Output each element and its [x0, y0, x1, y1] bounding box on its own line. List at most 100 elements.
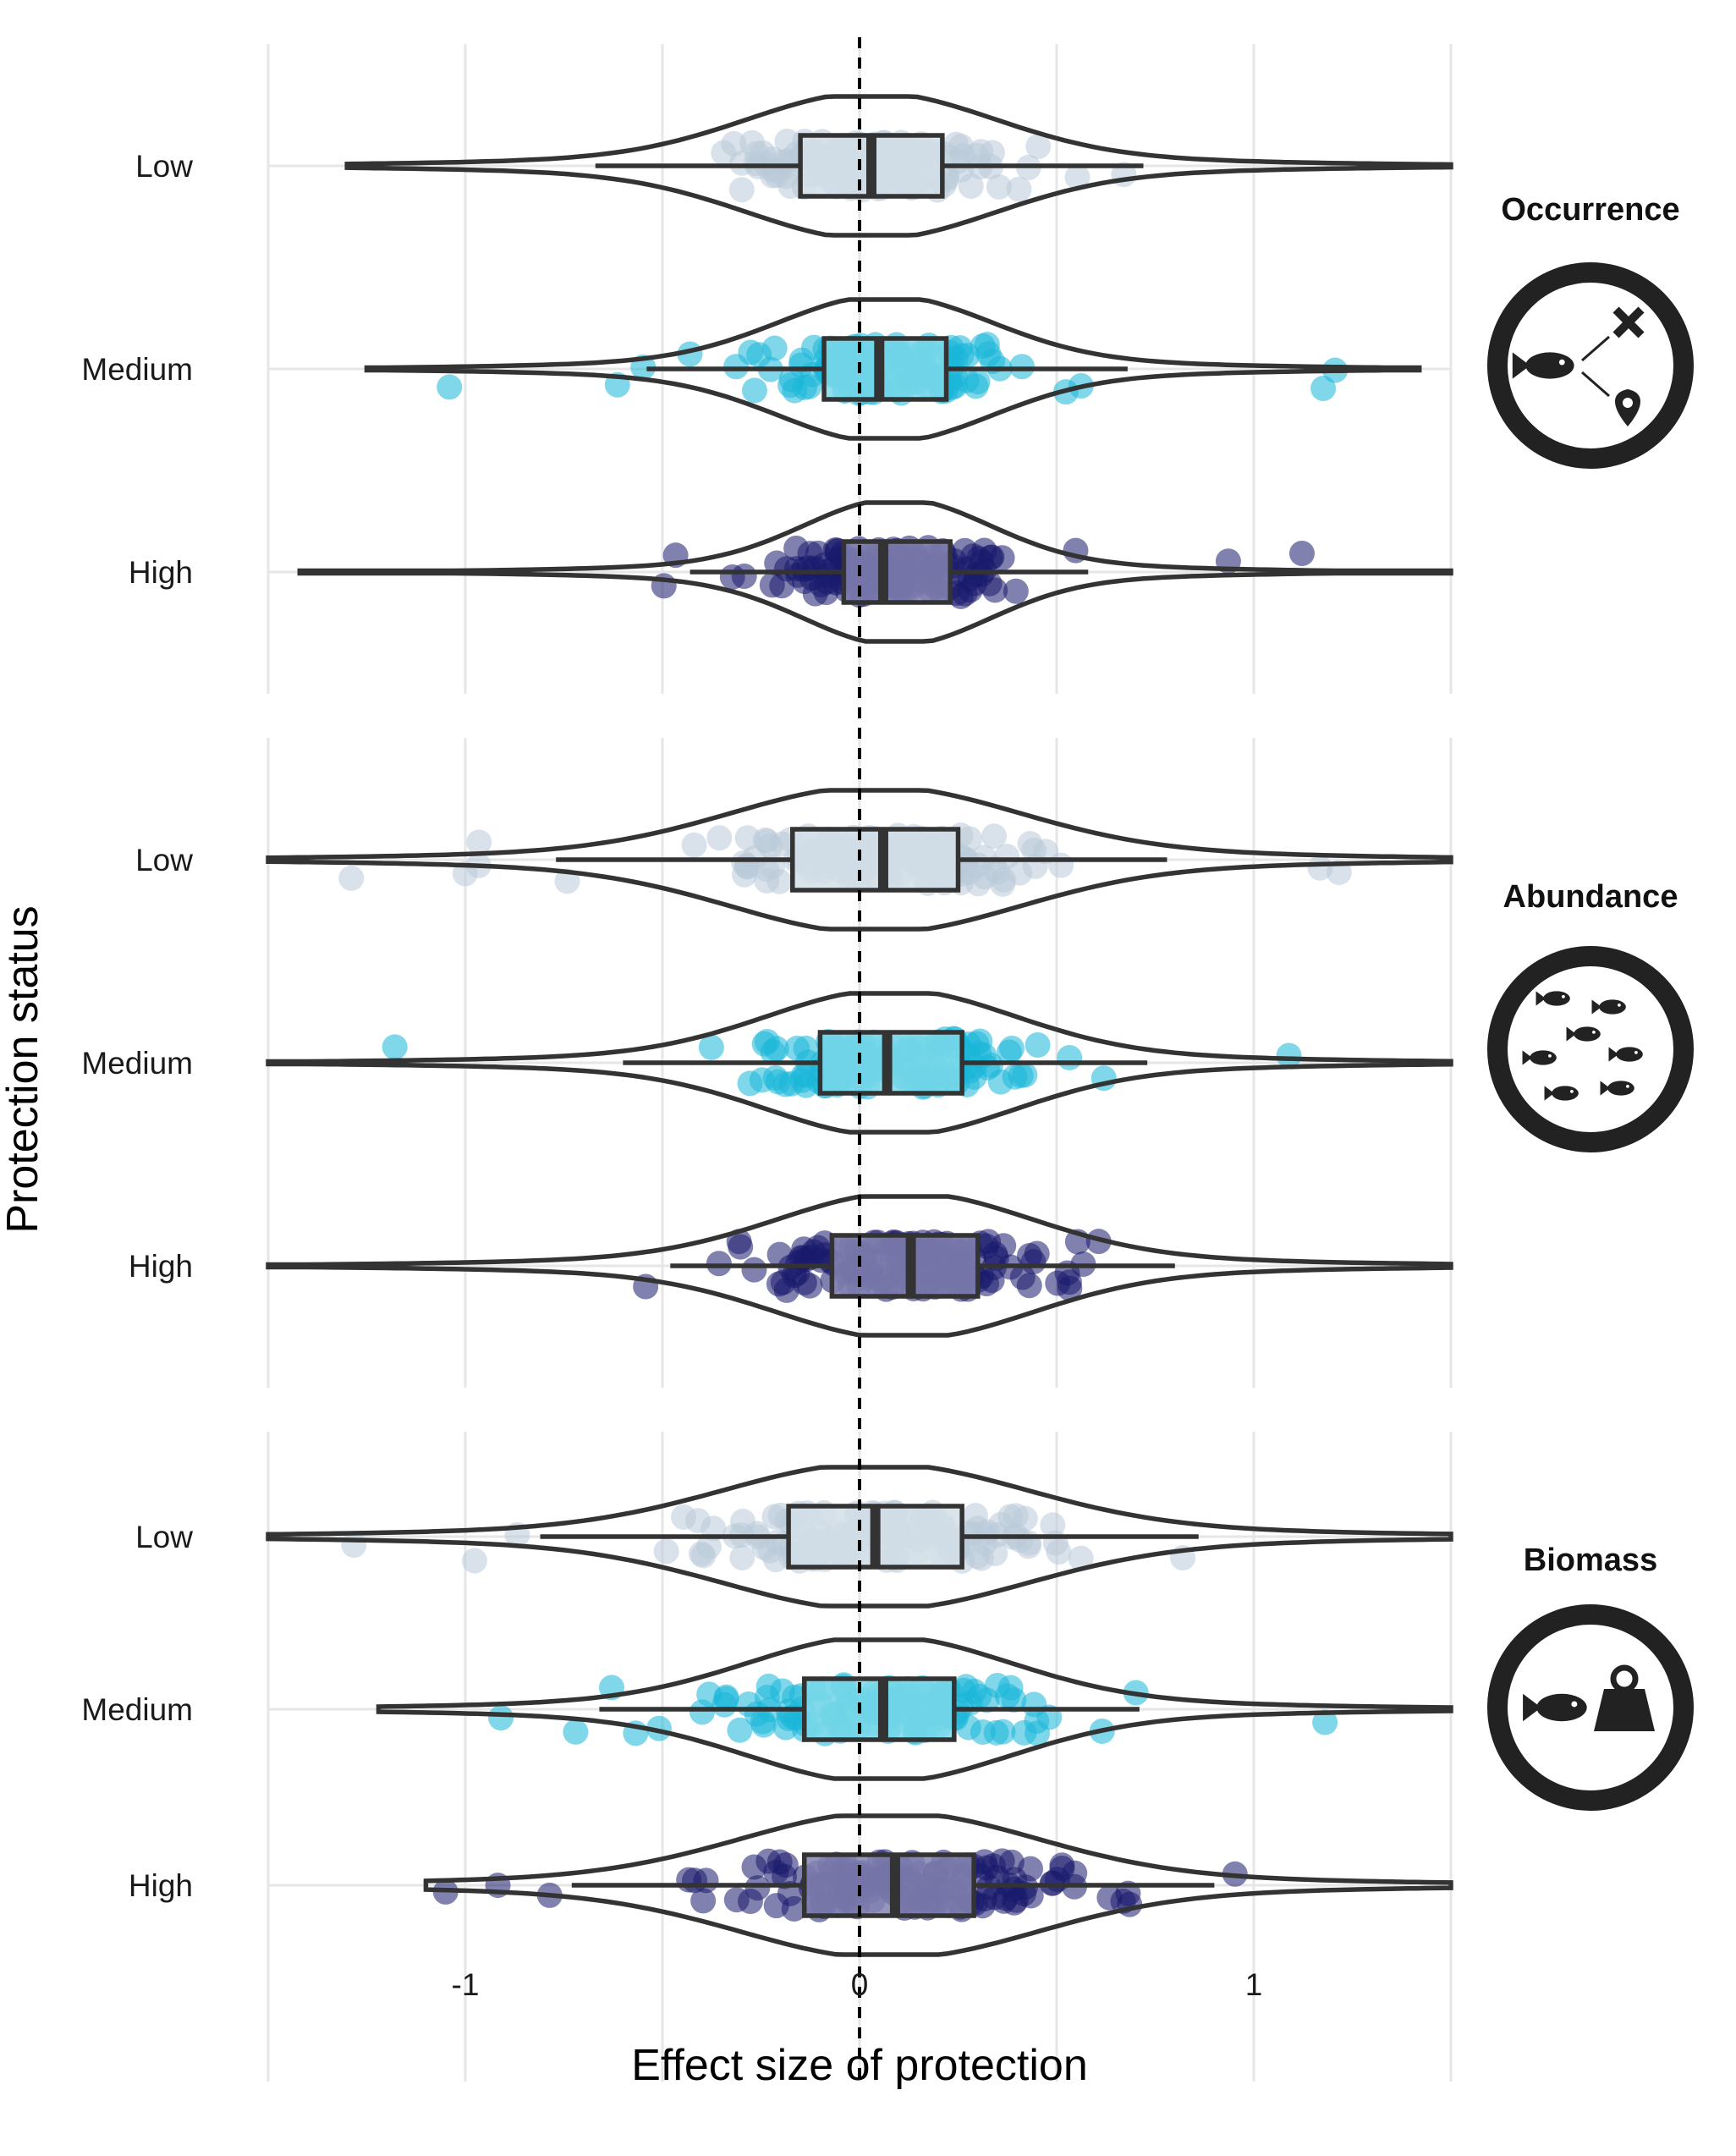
data-point — [1276, 1042, 1302, 1069]
data-point — [1048, 852, 1074, 878]
data-point — [727, 1717, 753, 1743]
data-point — [974, 332, 1000, 358]
data-point — [1040, 1512, 1066, 1538]
data-point — [341, 1532, 367, 1558]
data-point — [997, 1504, 1024, 1530]
fish-school-icon — [1487, 946, 1694, 1152]
data-point — [985, 859, 1011, 885]
x-tick-label: 0 — [851, 1967, 869, 2002]
data-point — [1025, 134, 1052, 160]
fish-icon — [1591, 999, 1626, 1015]
data-point — [953, 1674, 979, 1700]
data-point — [986, 173, 1012, 200]
data-point — [781, 1262, 807, 1289]
data-point — [983, 1719, 1009, 1746]
data-point — [755, 1673, 782, 1699]
icon-ring — [1487, 1604, 1694, 1811]
data-point — [788, 352, 814, 378]
data-point — [971, 537, 997, 564]
data-point — [751, 1534, 777, 1560]
data-point — [766, 1241, 793, 1268]
data-point — [646, 1715, 672, 1741]
data-point — [949, 143, 975, 169]
fish-icon — [1523, 1693, 1587, 1722]
data-point — [741, 377, 767, 404]
data-point — [978, 1052, 1004, 1078]
data-point — [1045, 1270, 1071, 1296]
data-point — [739, 129, 766, 156]
data-point — [671, 1504, 697, 1530]
data-point — [735, 1691, 761, 1718]
panel-title-biomass: Biomass — [1524, 1543, 1657, 1578]
data-point — [957, 826, 983, 852]
data-point — [974, 1687, 1000, 1713]
location-pin-icon — [1615, 389, 1640, 426]
plot-layer — [266, 94, 1453, 1957]
data-point — [728, 177, 755, 203]
data-point — [997, 1675, 1024, 1701]
data-point — [979, 1267, 1005, 1293]
violin-medium — [376, 1637, 1453, 1781]
data-point — [782, 377, 808, 404]
data-point — [1025, 1720, 1051, 1746]
violin-high — [423, 1813, 1453, 1957]
box-high — [841, 539, 953, 605]
data-point — [761, 335, 788, 361]
data-point — [962, 1503, 988, 1529]
data-point — [563, 1719, 589, 1745]
cross-icon — [1612, 306, 1645, 338]
category-label-medium: Medium — [81, 1692, 193, 1727]
data-point — [1068, 1545, 1094, 1571]
data-point — [733, 853, 760, 879]
data-point — [653, 1538, 679, 1565]
data-point — [729, 1544, 755, 1570]
data-point — [698, 1034, 724, 1060]
data-point — [461, 1548, 487, 1574]
data-point — [338, 865, 365, 891]
fish-icon — [1512, 352, 1574, 379]
data-point — [1310, 375, 1337, 401]
x-tick-label: 1 — [1245, 1967, 1263, 2002]
data-point — [741, 1257, 767, 1283]
data-point — [764, 550, 790, 576]
data-point — [487, 1705, 514, 1731]
data-point — [980, 140, 1006, 166]
data-point — [741, 1854, 767, 1880]
data-point — [1006, 176, 1032, 202]
data-point — [706, 825, 733, 851]
box-high — [829, 1233, 981, 1299]
data-point — [1007, 860, 1033, 886]
fish-weight-icon — [1487, 1604, 1694, 1811]
fish-icon — [1600, 1081, 1634, 1096]
data-point — [1064, 164, 1090, 190]
x-tick-layer: -1 0 1 — [452, 1967, 1263, 2002]
data-point — [793, 1035, 819, 1061]
panel-icon-layer: Occurrence Abundance Biomass — [1487, 192, 1694, 1811]
fish-icon — [1608, 1047, 1643, 1062]
data-point — [1046, 1538, 1072, 1565]
data-point — [783, 536, 810, 562]
data-point — [1003, 1887, 1029, 1913]
data-point — [790, 1062, 816, 1088]
data-point — [757, 833, 783, 859]
category-label-medium: Medium — [81, 352, 193, 387]
category-label-low: Low — [135, 843, 193, 877]
data-point — [948, 343, 975, 369]
fish-icon — [1522, 1050, 1557, 1065]
y-axis-title: Protection status — [0, 905, 47, 1233]
panel-title-abundance: Abundance — [1503, 879, 1678, 915]
data-point — [690, 1888, 717, 1914]
x-tick-label: -1 — [452, 1967, 480, 2002]
data-point — [971, 1886, 997, 1912]
panel-title-occurrence: Occurrence — [1501, 192, 1679, 228]
data-point — [1003, 578, 1029, 604]
data-point — [763, 1036, 789, 1062]
fish-movement-icon — [1487, 262, 1694, 469]
data-point — [737, 1888, 763, 1914]
data-point — [1307, 855, 1333, 881]
data-point — [774, 129, 800, 155]
data-point — [1008, 1527, 1034, 1554]
violin-high — [297, 500, 1453, 644]
data-point — [693, 1867, 719, 1894]
category-label-low: Low — [135, 149, 193, 184]
